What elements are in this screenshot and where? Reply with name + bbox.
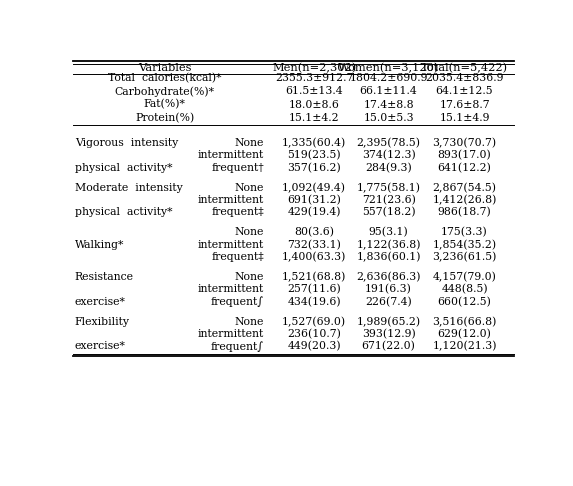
Text: None: None: [234, 183, 264, 193]
Text: physical  activity*: physical activity*: [74, 208, 172, 217]
Text: 1,836(60.1): 1,836(60.1): [356, 252, 421, 262]
Text: 3,730(70.7): 3,730(70.7): [433, 138, 497, 148]
Text: 1,092(49.4): 1,092(49.4): [282, 183, 346, 193]
Text: Moderate  intensity: Moderate intensity: [74, 183, 182, 193]
Text: 2355.3±912.7: 2355.3±912.7: [275, 73, 354, 83]
Text: 641(12.2): 641(12.2): [438, 163, 492, 173]
Text: 557(18.2): 557(18.2): [362, 208, 415, 218]
Text: Total  calories(kcal)*: Total calories(kcal)*: [108, 73, 221, 84]
Text: 4,157(79.0): 4,157(79.0): [433, 272, 496, 282]
Text: 1,854(35.2): 1,854(35.2): [433, 240, 497, 250]
Text: 2,636(86.3): 2,636(86.3): [356, 272, 421, 282]
Text: 226(7.4): 226(7.4): [365, 296, 412, 307]
Text: 429(19.4): 429(19.4): [288, 208, 341, 218]
Text: 893(17.0): 893(17.0): [438, 150, 492, 161]
Text: 434(19.6): 434(19.6): [288, 296, 341, 307]
Text: 660(12.5): 660(12.5): [438, 296, 492, 307]
Text: 236(10.7): 236(10.7): [287, 329, 341, 339]
Text: 732(33.1): 732(33.1): [287, 240, 341, 250]
Text: 61.5±13.4: 61.5±13.4: [285, 87, 343, 96]
Text: exercise*: exercise*: [74, 342, 125, 351]
Text: 671(22.0): 671(22.0): [362, 341, 415, 351]
Text: intermittent: intermittent: [198, 240, 264, 250]
Text: 95(3.1): 95(3.1): [368, 227, 409, 238]
Text: None: None: [234, 317, 264, 327]
Text: 15.0±5.3: 15.0±5.3: [363, 113, 414, 122]
Text: 629(12.0): 629(12.0): [438, 329, 492, 339]
Text: 3,236(61.5): 3,236(61.5): [433, 252, 497, 262]
Text: 15.1±4.2: 15.1±4.2: [289, 113, 340, 122]
Text: 448(8.5): 448(8.5): [441, 284, 488, 295]
Text: 1,527(69.0): 1,527(69.0): [282, 317, 346, 327]
Text: 721(23.6): 721(23.6): [362, 195, 415, 205]
Text: 175(3.3): 175(3.3): [441, 227, 488, 238]
Text: Men(n=2,302): Men(n=2,302): [272, 63, 356, 73]
Text: 1,120(21.3): 1,120(21.3): [432, 341, 497, 352]
Text: 357(16.2): 357(16.2): [287, 163, 341, 173]
Text: 17.4±8.8: 17.4±8.8: [363, 100, 414, 109]
Text: intermittent: intermittent: [198, 151, 264, 160]
Text: frequent†: frequent†: [211, 163, 264, 173]
Text: 1,400(63.3): 1,400(63.3): [282, 252, 347, 262]
Text: None: None: [234, 227, 264, 238]
Text: 1,412(26.8): 1,412(26.8): [433, 195, 497, 205]
Text: 1,775(58.1): 1,775(58.1): [356, 183, 421, 193]
Text: exercise*: exercise*: [74, 297, 125, 307]
Text: 2,395(78.5): 2,395(78.5): [356, 138, 421, 148]
Text: 66.1±11.4: 66.1±11.4: [360, 87, 418, 96]
Text: 1,335(60.4): 1,335(60.4): [282, 138, 346, 148]
Text: frequent∫: frequent∫: [211, 296, 264, 307]
Text: intermittent: intermittent: [198, 329, 264, 339]
Text: Carbohydrate(%)*: Carbohydrate(%)*: [115, 86, 215, 97]
Text: Variables: Variables: [138, 63, 191, 73]
Text: Protein(%): Protein(%): [135, 112, 194, 123]
Text: None: None: [234, 272, 264, 282]
Text: frequent‡: frequent‡: [211, 252, 264, 262]
Text: physical  activity*: physical activity*: [74, 163, 172, 173]
Text: Flexibility: Flexibility: [74, 317, 129, 327]
Text: Walking*: Walking*: [74, 240, 124, 250]
Text: 15.1±4.9: 15.1±4.9: [439, 113, 490, 122]
Text: 64.1±12.5: 64.1±12.5: [435, 87, 493, 96]
Text: Vigorous  intensity: Vigorous intensity: [74, 138, 178, 148]
Text: 393(12.9): 393(12.9): [362, 329, 415, 339]
Text: 18.0±8.6: 18.0±8.6: [289, 100, 340, 109]
Text: 2,867(54.5): 2,867(54.5): [433, 183, 497, 193]
Text: 2035.4±836.9: 2035.4±836.9: [425, 73, 504, 83]
Text: 17.6±8.7: 17.6±8.7: [439, 100, 490, 109]
Text: 1804.2±690.9: 1804.2±690.9: [350, 73, 428, 83]
Text: Total(n=5,422): Total(n=5,422): [421, 63, 508, 73]
Text: 1,521(68.8): 1,521(68.8): [282, 272, 347, 282]
Text: 80(3.6): 80(3.6): [294, 227, 334, 238]
Text: frequent‡: frequent‡: [211, 208, 264, 217]
Text: 691(31.2): 691(31.2): [287, 195, 341, 205]
Text: 191(6.3): 191(6.3): [365, 284, 412, 295]
Text: intermittent: intermittent: [198, 284, 264, 295]
Text: 986(18.7): 986(18.7): [438, 208, 492, 218]
Text: 1,122(36.8): 1,122(36.8): [356, 240, 421, 250]
Text: 257(11.6): 257(11.6): [287, 284, 341, 295]
Text: Women(n=3,120): Women(n=3,120): [338, 63, 439, 73]
Text: intermittent: intermittent: [198, 195, 264, 205]
Text: Resistance: Resistance: [74, 272, 134, 282]
Text: None: None: [234, 138, 264, 148]
Text: 519(23.5): 519(23.5): [288, 150, 341, 161]
Text: 1,989(65.2): 1,989(65.2): [356, 317, 421, 327]
Text: 284(9.3): 284(9.3): [365, 163, 412, 173]
Text: 449(20.3): 449(20.3): [288, 341, 341, 351]
Text: 3,516(66.8): 3,516(66.8): [433, 317, 497, 327]
Text: frequent∫: frequent∫: [211, 341, 264, 352]
Text: 374(12.3): 374(12.3): [362, 150, 415, 161]
Text: Fat(%)*: Fat(%)*: [144, 99, 186, 110]
